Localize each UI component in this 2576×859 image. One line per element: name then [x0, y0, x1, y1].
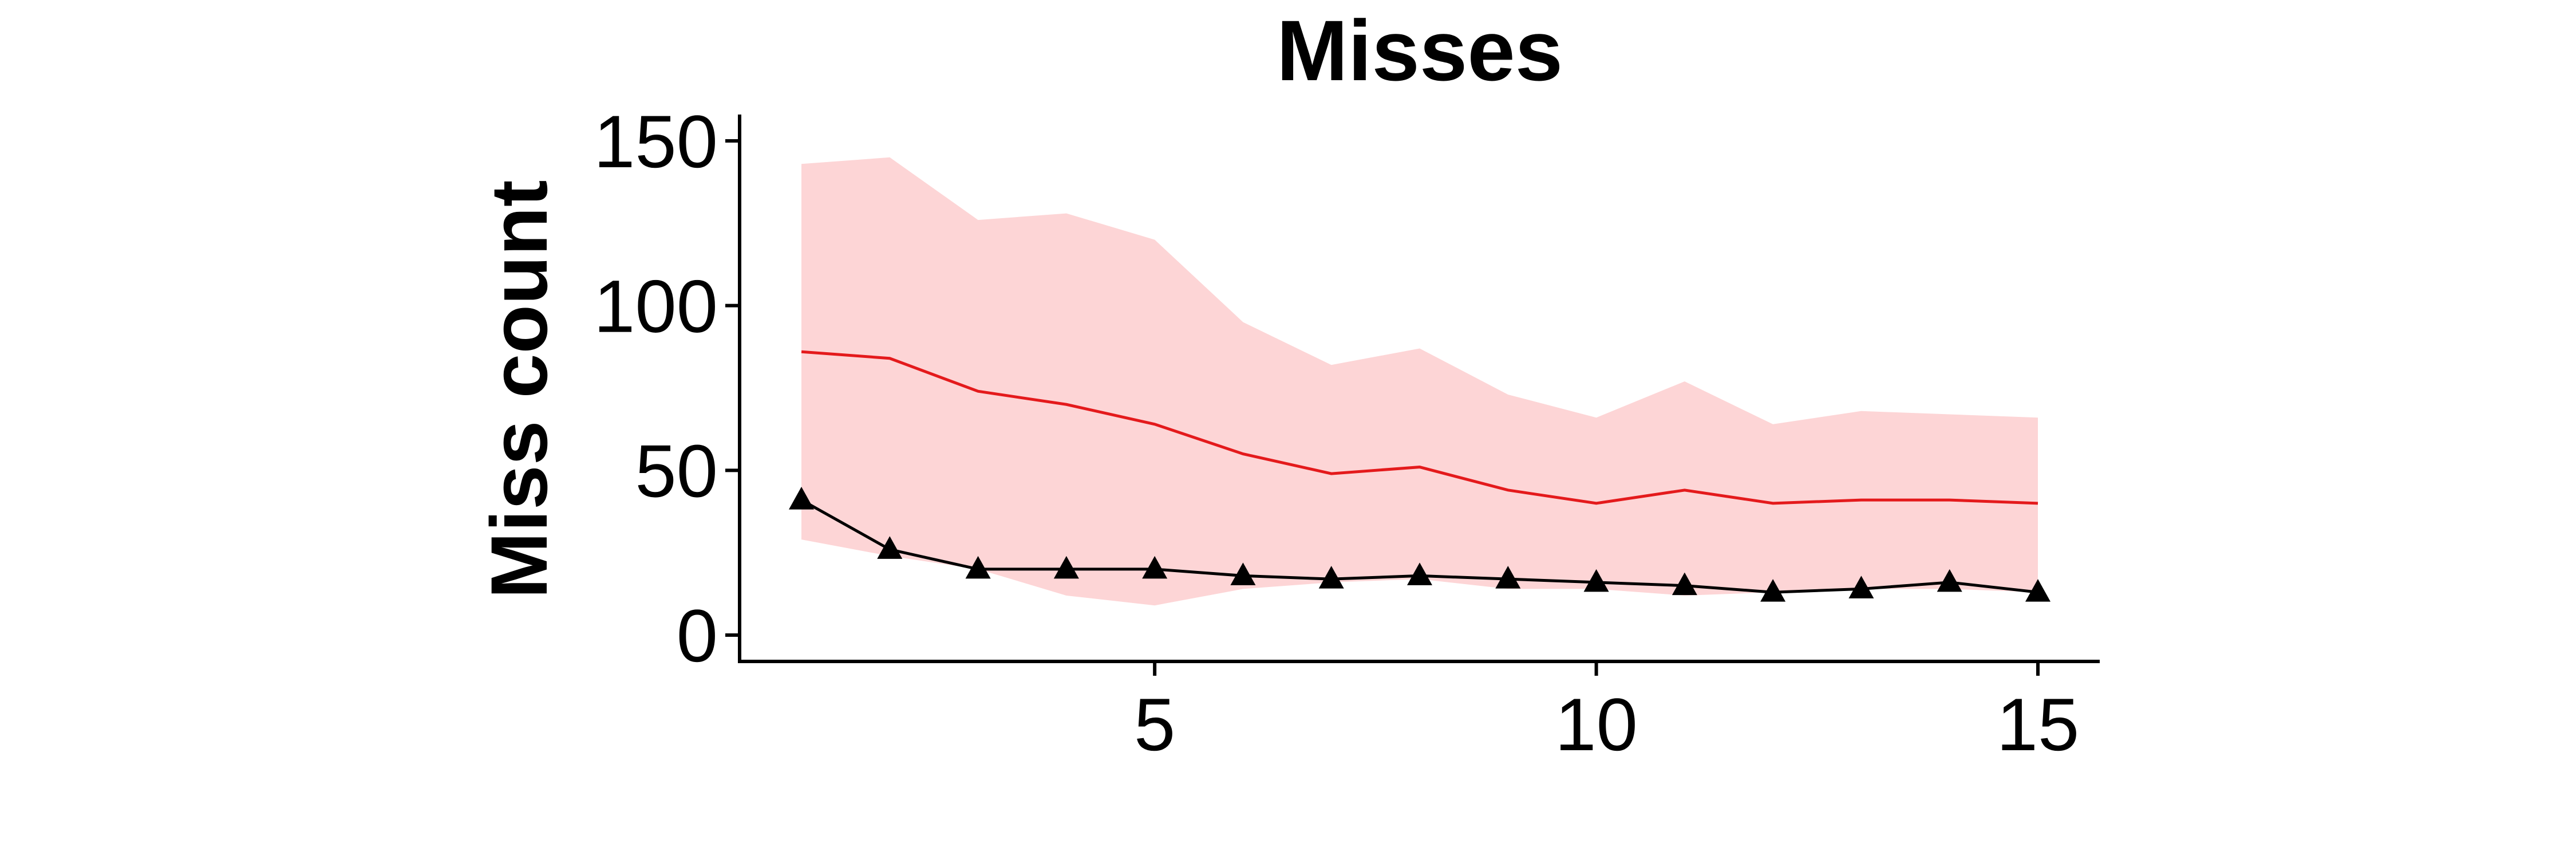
tick-layer: 0 50 100 150 5 10 15: [594, 100, 2079, 766]
axis-layer: [738, 115, 2100, 663]
series-2-point-13: [1848, 576, 1874, 598]
y-tick-label-50: 50: [635, 429, 718, 513]
series-2-point-5: [1142, 555, 1168, 579]
series-2-point-14: [1937, 569, 1962, 592]
series-2-point-8: [1407, 562, 1432, 585]
confidence-band: [801, 157, 2038, 606]
series-2-point-15: [2025, 579, 2050, 602]
y-axis-label: Miss count: [474, 180, 564, 598]
series-2-point-10: [1583, 569, 1609, 592]
series-1-line: [801, 350, 2038, 505]
series-2-point-1: [789, 487, 814, 510]
series-layer: [789, 350, 2050, 602]
y-tick-label-0: 0: [677, 594, 718, 677]
series-2-point-6: [1230, 562, 1256, 585]
x-tick-label-10: 10: [1555, 683, 1638, 766]
series-2-point-9: [1495, 566, 1521, 589]
series-2-point-11: [1672, 572, 1697, 596]
y-tick-label-100: 100: [594, 265, 718, 348]
y-tick-label-150: 150: [594, 100, 718, 183]
x-tick-label-15: 15: [1997, 683, 2080, 766]
series-2-point-7: [1318, 566, 1344, 589]
series-2-point-2: [877, 536, 903, 559]
x-tick-label-5: 5: [1134, 683, 1175, 766]
series-2-point-4: [1053, 555, 1079, 579]
series-2-point-3: [965, 555, 991, 579]
band-layer: [801, 157, 2038, 606]
series-2-point-12: [1760, 579, 1786, 602]
chart-title: Misses: [1277, 2, 1563, 98]
